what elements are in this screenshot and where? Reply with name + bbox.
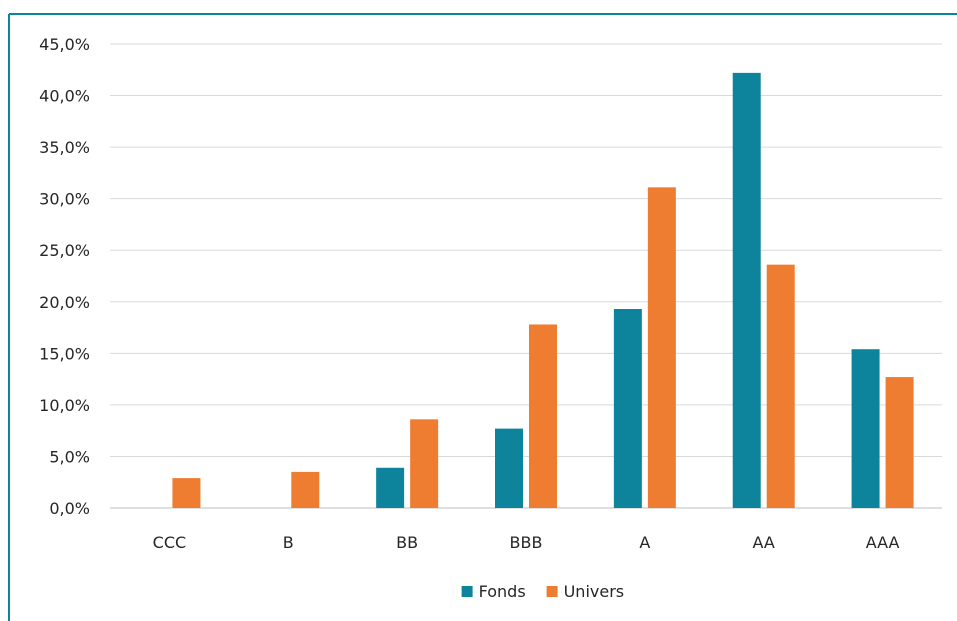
x-tick-label: B	[283, 533, 294, 552]
x-tick-label: AAA	[866, 533, 900, 552]
legend-swatch-fonds	[461, 586, 473, 597]
y-tick-label: 0,0%	[49, 499, 90, 518]
bar-fonds-aaa	[851, 349, 880, 508]
y-tick-label: 20,0%	[39, 293, 90, 312]
bar-univers-b	[291, 471, 320, 508]
bar-univers-bb	[410, 419, 439, 508]
x-tick-label: AA	[753, 533, 775, 552]
x-tick-label: BB	[396, 533, 418, 552]
y-tick-label: 10,0%	[39, 396, 90, 415]
y-tick-label: 15,0%	[39, 344, 90, 363]
bar-univers-aa	[766, 264, 795, 508]
bar-univers-ccc	[172, 478, 201, 508]
bar-univers-a	[647, 187, 676, 508]
legend-label-fonds: Fonds	[479, 582, 526, 601]
bar-univers-aaa	[885, 377, 914, 508]
y-tick-label: 5,0%	[49, 447, 90, 466]
bar-fonds-bbb	[495, 428, 523, 508]
y-axis: 0,0% 5,0% 10,0% 15,0% 20,0% 25,0% 30,0% 35,0% 40…	[39, 35, 90, 518]
x-tick-label: BBB	[510, 533, 543, 552]
bar-fonds-aa	[732, 72, 761, 509]
legend: Fonds Univers	[461, 582, 625, 601]
gridlines	[110, 43, 942, 509]
y-tick-label: 40,0%	[39, 87, 90, 106]
bar-fonds-bb	[376, 467, 405, 508]
bar-univers-bbb	[529, 324, 557, 508]
y-tick-label: 30,0%	[39, 190, 90, 209]
x-axis: CCC B BB BBB A AA AAA	[153, 533, 900, 552]
y-tick-label: 25,0%	[39, 241, 90, 260]
x-tick-label: CCC	[153, 533, 187, 552]
x-tick-label: A	[639, 533, 650, 552]
legend-swatch-univers	[546, 586, 558, 597]
y-tick-label: 35,0%	[39, 138, 90, 157]
bars	[172, 72, 914, 509]
bar-fonds-a	[613, 308, 642, 508]
chart-border	[8, 13, 957, 621]
y-tick-label: 45,0%	[39, 35, 90, 54]
legend-label-univers: Univers	[564, 582, 625, 601]
